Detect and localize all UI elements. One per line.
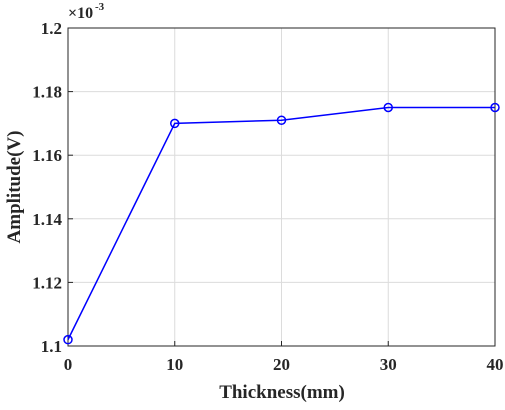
y-axis-label: Amplitude(V): [4, 131, 25, 244]
y-tick-label: 1.1: [41, 337, 62, 356]
y-tick-label: 1.14: [32, 210, 62, 229]
x-tick-label: 40: [487, 355, 504, 374]
y-tick-label: 1.16: [32, 146, 62, 165]
x-tick-label: 30: [380, 355, 397, 374]
y-tick-label: 1.2: [41, 19, 62, 38]
y-tick-label: 1.12: [32, 273, 62, 292]
x-tick-label: 20: [273, 355, 290, 374]
y-multiplier: ×10: [68, 5, 93, 22]
point-marker: [490, 102, 500, 113]
point-marker: [276, 115, 287, 125]
y-multiplier-exponent: -3: [95, 1, 105, 13]
point-marker: [383, 102, 393, 113]
x-tick-label: 10: [166, 355, 183, 374]
point-marker: [63, 334, 73, 345]
series-line: [67, 106, 495, 340]
x-tick-label: 0: [64, 355, 73, 374]
plot-frame: [67, 27, 496, 347]
y-tick-label: 1.18: [32, 83, 62, 102]
point-marker: [170, 118, 180, 129]
x-axis-label: Thickness(mm): [219, 382, 345, 403]
